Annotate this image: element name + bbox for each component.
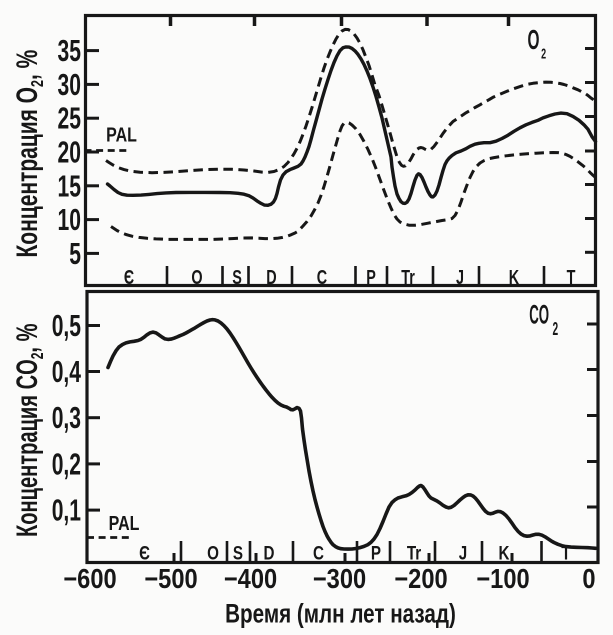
svg-text:−100: −100	[476, 564, 529, 594]
svg-text:Концентрация CO2, %: Концентрация CO2, %	[11, 323, 48, 537]
svg-text:0,1: 0,1	[52, 493, 81, 528]
svg-text:D: D	[264, 542, 275, 564]
svg-text:P: P	[371, 542, 381, 564]
svg-text:J: J	[459, 542, 467, 564]
svg-text:P: P	[366, 266, 376, 289]
svg-text:5: 5	[69, 236, 81, 271]
svg-text:Концентрация O2, %: Концентрация O2, %	[12, 50, 48, 258]
svg-text:−400: −400	[224, 564, 277, 594]
svg-text:C: C	[313, 542, 324, 564]
svg-text:Є: Є	[139, 542, 150, 564]
svg-text:S: S	[232, 266, 242, 289]
svg-text:0,4: 0,4	[52, 354, 82, 389]
svg-text:2: 2	[541, 45, 546, 62]
svg-text:K: K	[499, 542, 510, 564]
svg-text:0,5: 0,5	[52, 308, 81, 343]
svg-text:20: 20	[58, 134, 81, 169]
svg-text:PAL: PAL	[109, 512, 140, 534]
svg-text:−200: −200	[394, 564, 447, 594]
svg-text:O: O	[191, 266, 202, 289]
svg-text:−500: −500	[144, 564, 197, 594]
svg-text:25: 25	[58, 101, 81, 136]
svg-text:CO: CO	[529, 301, 549, 330]
svg-text:0,2: 0,2	[52, 446, 81, 481]
svg-text:0,3: 0,3	[52, 400, 81, 435]
svg-text:J: J	[456, 266, 464, 289]
svg-text:T: T	[561, 542, 571, 564]
svg-text:Время (млн лет назад): Время (млн лет назад)	[225, 599, 456, 629]
svg-text:Tr: Tr	[401, 266, 415, 289]
svg-text:15: 15	[58, 168, 81, 203]
svg-text:O: O	[528, 24, 540, 55]
svg-text:10: 10	[58, 202, 81, 237]
svg-text:Tr: Tr	[407, 542, 422, 564]
svg-text:0: 0	[582, 564, 595, 594]
svg-text:30: 30	[58, 67, 81, 102]
svg-text:D: D	[266, 266, 276, 289]
svg-text:O: O	[207, 542, 219, 564]
svg-text:2: 2	[553, 319, 559, 340]
svg-text:C: C	[317, 266, 328, 289]
svg-text:35: 35	[58, 33, 81, 68]
svg-text:T: T	[567, 266, 576, 289]
svg-text:Є: Є	[124, 266, 134, 289]
svg-text:K: K	[509, 266, 520, 289]
svg-text:PAL: PAL	[106, 124, 137, 146]
svg-text:−600: −600	[63, 564, 116, 594]
svg-text:−300: −300	[313, 564, 366, 594]
svg-text:S: S	[233, 542, 243, 564]
